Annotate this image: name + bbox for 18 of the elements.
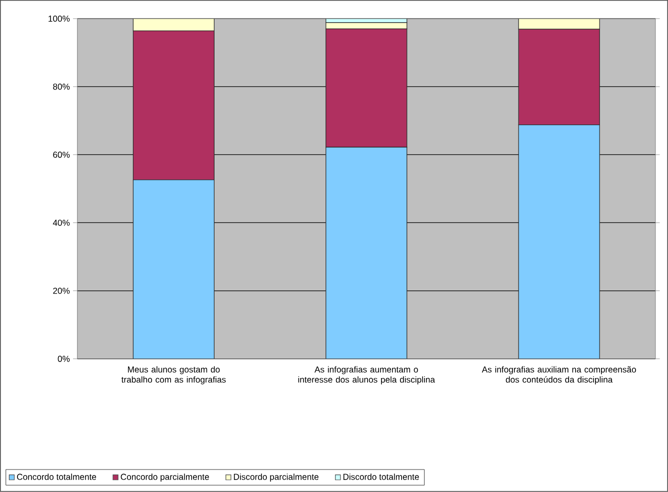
- y-tick-label: 40%: [52, 220, 70, 226]
- y-tick-label: 20%: [53, 288, 70, 294]
- y-tick-label: 60%: [53, 152, 70, 158]
- legend-label: Discordo totalmente: [343, 474, 419, 480]
- bar: [518, 124, 600, 359]
- y-tick-label: 80%: [53, 84, 70, 90]
- x-tick-label: As infografias aumentam o interesse dos alunos pela disciplina: [298, 366, 436, 384]
- bar: [326, 146, 408, 359]
- legend-label: Concordo totalmente: [17, 474, 96, 480]
- x-tick-label: Meus alunos gostam do trabalho com as infografias: [121, 366, 226, 384]
- bar: [132, 18, 215, 32]
- y-tick-label: 100%: [48, 16, 70, 22]
- y-tick-label: 0%: [58, 356, 70, 362]
- bar: [132, 180, 215, 359]
- x-tick-label: As infografias auxiliam na compreensão dos conteúdos da disciplina: [482, 366, 636, 384]
- legend-label: Concordo parcialmente: [120, 474, 209, 482]
- legend-label: Discordo parcialmente: [234, 474, 318, 482]
- bar: [518, 18, 600, 30]
